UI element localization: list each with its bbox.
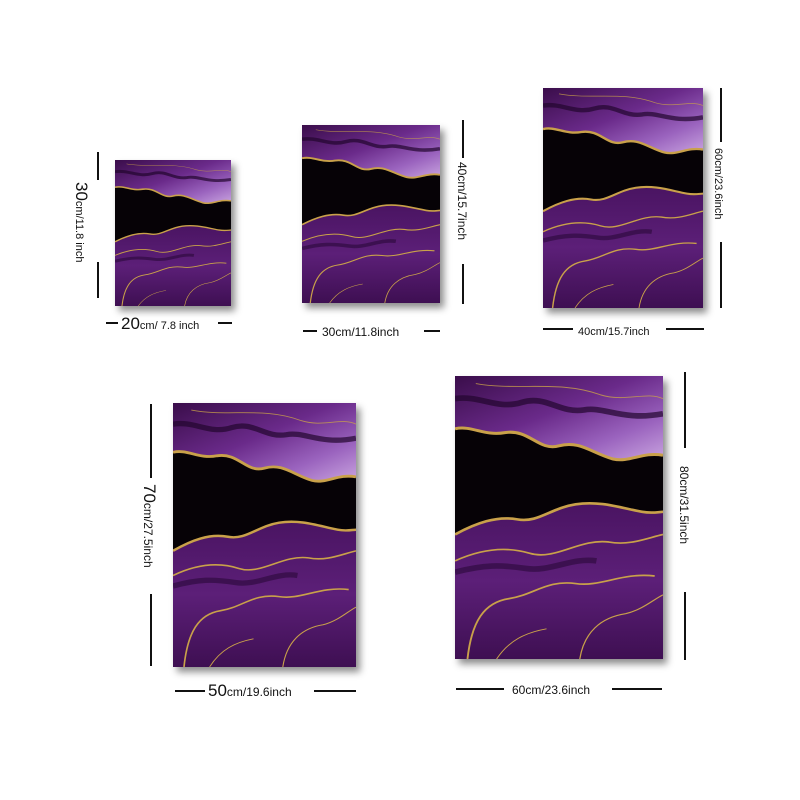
- width-label-60x80: 60cm/23.6inch: [512, 683, 591, 697]
- height-label-30x40: 40cm/15.7inch: [455, 162, 469, 241]
- width-dimension-line: [543, 328, 573, 330]
- width-dimension-line: [612, 688, 662, 690]
- height-dimension-line: [720, 242, 722, 308]
- height-dimension-line: [150, 404, 152, 478]
- height-dimension-line: [97, 262, 99, 298]
- height-dimension-line: [684, 592, 686, 660]
- width-dimension-line: [666, 328, 704, 330]
- height-dimension-line: [720, 88, 722, 142]
- artwork-image: [115, 160, 231, 306]
- height-label-20x30: 30cm/11.8 inch: [72, 182, 91, 263]
- height-dimension-line: [150, 594, 152, 666]
- height-label-60x80: 80cm/31.5inch: [677, 466, 691, 545]
- artwork-image: [302, 125, 440, 303]
- canvas-print-40x60: [543, 88, 703, 308]
- width-label-30x40: 30cm/11.8inch: [322, 325, 400, 339]
- canvas-print-60x80: [455, 376, 663, 659]
- artwork-image: [455, 376, 663, 659]
- width-dimension-line: [456, 688, 504, 690]
- artwork-image: [173, 403, 356, 667]
- width-dimension-line: [175, 690, 205, 692]
- width-dimension-line: [106, 322, 118, 324]
- height-dimension-line: [462, 120, 464, 158]
- width-dimension-line: [424, 330, 440, 332]
- canvas-print-50x70: [173, 403, 356, 667]
- width-dimension-line: [218, 322, 232, 324]
- height-dimension-line: [97, 152, 99, 180]
- width-label-40x60: 40cm/15.7inch: [578, 326, 650, 338]
- height-label-40x60: 60cm/23.6inch: [712, 148, 724, 220]
- canvas-print-30x40: [302, 125, 440, 303]
- artwork-image: [543, 88, 703, 308]
- width-dimension-line: [303, 330, 317, 332]
- height-dimension-line: [462, 264, 464, 304]
- width-label-20x30: 20cm/ 7.8 inch: [121, 314, 200, 333]
- width-dimension-line: [314, 690, 356, 692]
- height-label-50x70: 70cm/27.5inch: [140, 484, 159, 568]
- canvas-print-20x30: [115, 160, 231, 306]
- width-label-50x70: 50cm/19.6inch: [208, 681, 292, 700]
- height-dimension-line: [684, 372, 686, 448]
